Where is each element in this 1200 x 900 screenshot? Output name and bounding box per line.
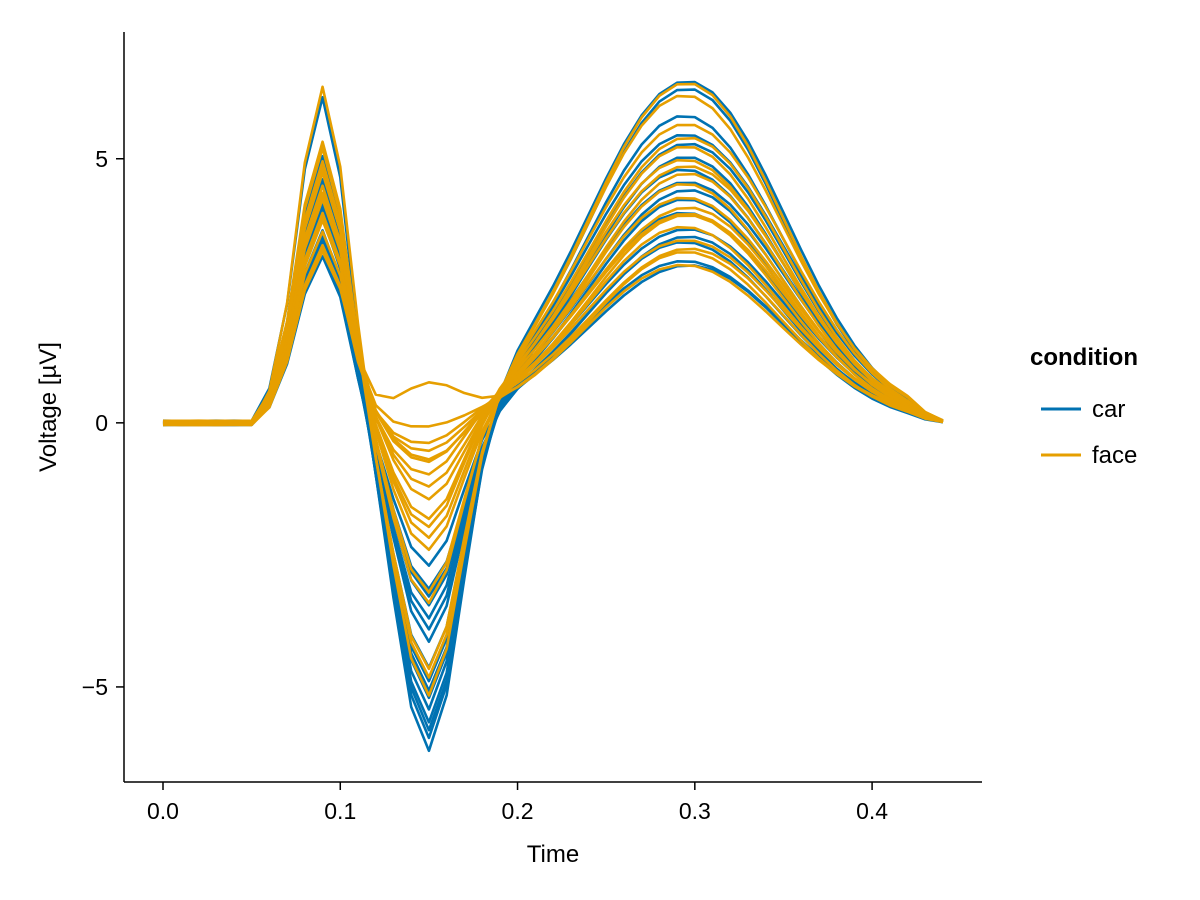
x-tick-label: 0.0	[147, 798, 179, 824]
x-ticks: 0.0 0.1 0.2 0.3 0.4	[147, 782, 888, 824]
legend: condition car face	[1030, 344, 1138, 469]
x-tick-label: 0.3	[679, 798, 711, 824]
series-line-face	[162, 196, 944, 488]
x-tick-label: 0.4	[856, 798, 888, 824]
series-line-car	[162, 134, 944, 724]
y-axis-title: Voltage [µV]	[35, 342, 62, 472]
y-tick-label: 0	[95, 410, 108, 436]
series-line-car	[162, 198, 944, 644]
series-line-car	[162, 204, 944, 598]
series-line-face	[162, 250, 944, 427]
x-tick-label: 0.1	[324, 798, 356, 824]
series-layer	[162, 80, 944, 753]
x-tick-label: 0.2	[502, 798, 534, 824]
series-line-car	[162, 88, 944, 740]
y-tick-label: 5	[95, 146, 108, 172]
x-axis-title: Time	[527, 841, 579, 868]
series-line-face	[162, 82, 944, 697]
series-line-car	[162, 181, 944, 683]
series-line-car	[162, 115, 944, 732]
y-tick-label: −5	[82, 674, 108, 700]
series-line-car	[162, 182, 944, 591]
series-line-car	[162, 156, 944, 700]
y-ticks: −5 0 5	[82, 146, 124, 700]
legend-label-face: face	[1092, 442, 1137, 469]
series-line-face	[162, 230, 944, 453]
series-line-car	[162, 168, 944, 692]
legend-label-car: car	[1092, 396, 1125, 423]
series-line-car	[162, 211, 944, 631]
series-line-face	[162, 163, 944, 552]
series-line-face	[162, 94, 944, 679]
series-line-car	[162, 142, 944, 711]
legend-title: condition	[1030, 344, 1138, 371]
series-line-car	[162, 189, 944, 670]
series-line-face	[162, 123, 944, 671]
series-line-car	[162, 80, 944, 753]
